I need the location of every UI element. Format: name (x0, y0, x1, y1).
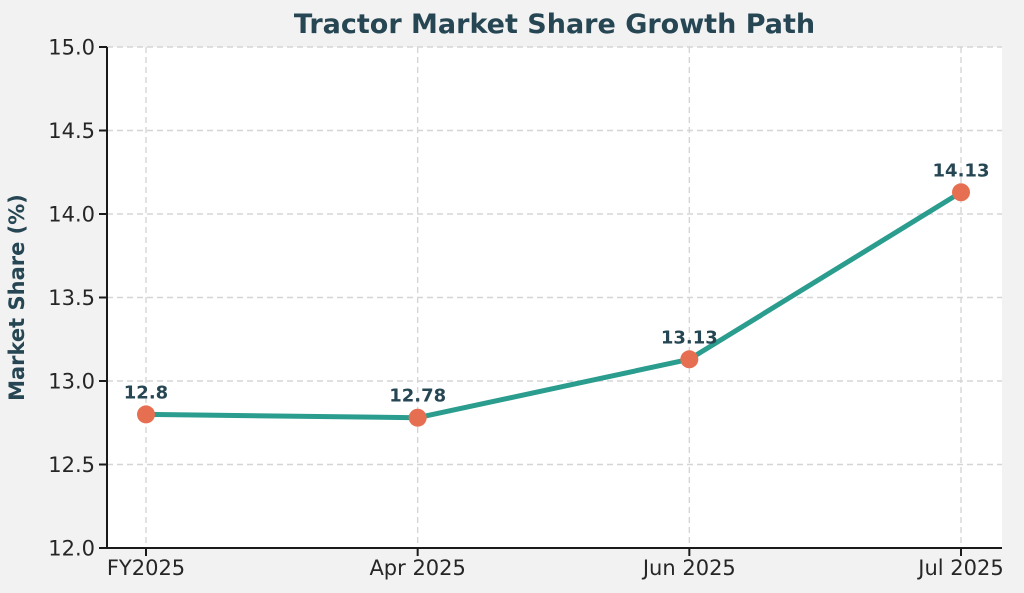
data-point-label: 12.8 (124, 382, 168, 403)
x-tick-label: Jul 2025 (916, 556, 1003, 580)
chart-title: Tractor Market Share Growth Path (294, 9, 815, 40)
y-axis-title: Market Share (%) (5, 194, 29, 401)
data-point-label: 13.13 (661, 327, 718, 348)
data-point-marker (952, 183, 970, 202)
y-tick-label: 14.0 (48, 203, 95, 227)
data-point-marker (680, 350, 699, 369)
y-tick-label: 12.5 (48, 453, 95, 477)
y-tick-label: 12.0 (48, 537, 95, 561)
data-point-marker (137, 405, 155, 424)
x-tick-label: Apr 2025 (369, 556, 465, 580)
x-tick-label: Jun 2025 (641, 556, 736, 580)
y-tick-label: 13.5 (48, 286, 95, 310)
x-tick-label: FY2025 (107, 556, 185, 580)
y-tick-label: 15.0 (48, 36, 95, 60)
data-point-marker (408, 408, 427, 427)
y-tick-label: 14.5 (48, 119, 95, 143)
series-line (143, 189, 964, 421)
data-point-label: 12.78 (389, 386, 446, 407)
y-tick-label: 13.0 (48, 370, 95, 394)
data-point-label: 14.13 (933, 160, 990, 181)
